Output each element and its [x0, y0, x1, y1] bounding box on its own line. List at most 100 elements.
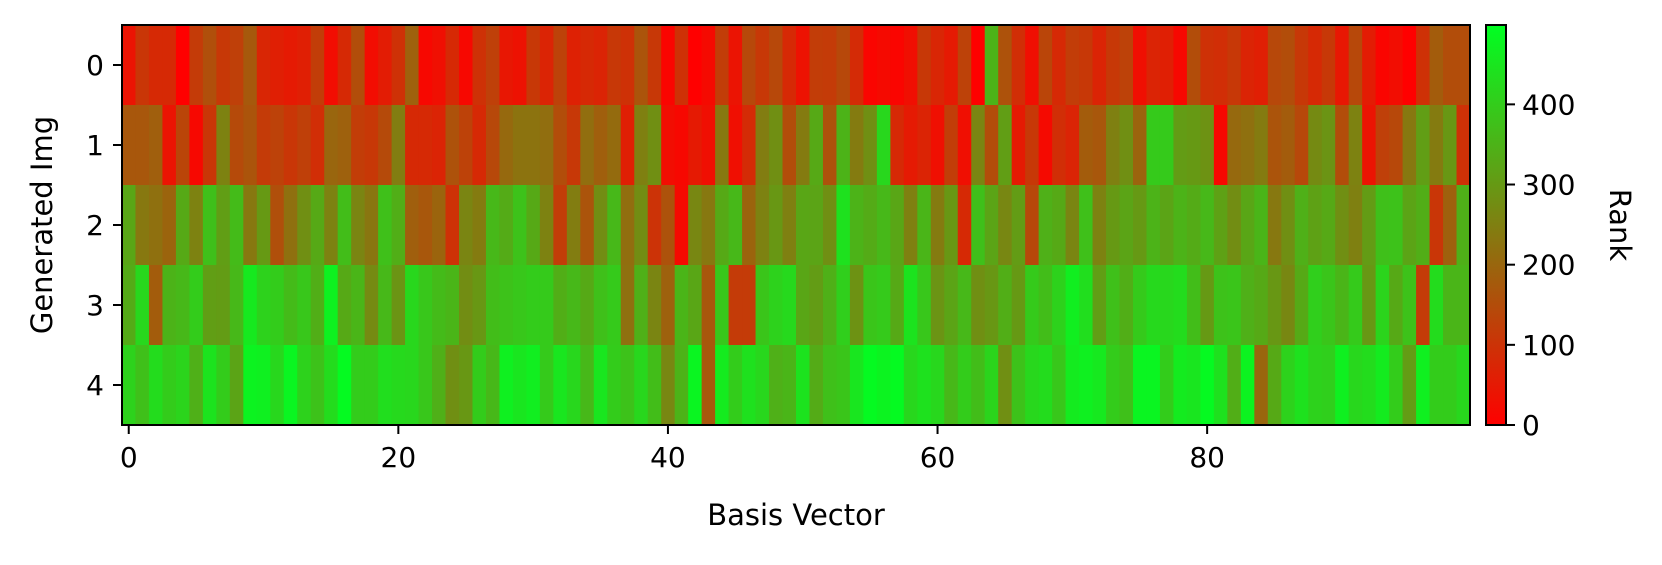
heatmap-cell	[647, 265, 662, 346]
heatmap-cell	[796, 185, 811, 266]
heatmap-cell	[984, 265, 999, 346]
heatmap-cell	[1092, 105, 1107, 186]
heatmap-cell	[566, 185, 581, 266]
heatmap-cell	[472, 25, 487, 106]
heatmap-cell	[1416, 25, 1431, 106]
heatmap-cell	[1402, 25, 1417, 106]
heatmap-cell	[1240, 185, 1255, 266]
heatmap-cell	[971, 105, 986, 186]
heatmap-cell	[1416, 185, 1431, 266]
heatmap-cell	[1335, 265, 1350, 346]
heatmap-cell	[512, 105, 527, 186]
heatmap-cell	[1186, 185, 1201, 266]
heatmap-cell	[1429, 265, 1444, 346]
heatmap-cell	[1227, 105, 1242, 186]
heatmap-cell	[405, 105, 420, 186]
heatmap-cell	[1321, 25, 1336, 106]
heatmap-cell	[755, 25, 770, 106]
heatmap-cell	[499, 265, 514, 346]
heatmap-cell	[485, 185, 501, 266]
heatmap-cell	[566, 105, 581, 186]
heatmap-cell	[1011, 105, 1026, 186]
x-tick-label: 60	[920, 441, 956, 474]
heatmap-cell	[580, 345, 595, 426]
heatmap-cell	[472, 345, 487, 426]
heatmap-cell	[405, 265, 420, 346]
colorbar-tick-label: 400	[1522, 88, 1575, 121]
y-tick-label: 2	[86, 209, 104, 242]
heatmap-cell	[148, 105, 164, 186]
heatmap-cell	[1159, 345, 1175, 426]
heatmap-cell	[984, 345, 999, 426]
heatmap-cell	[256, 185, 271, 266]
heatmap-cell	[1052, 25, 1067, 106]
heatmap-cell	[1213, 105, 1228, 186]
heatmap-cell	[998, 345, 1013, 426]
heatmap-cell	[1429, 345, 1444, 426]
heatmap-cell	[432, 25, 447, 106]
heatmap-cell	[135, 25, 150, 106]
heatmap-cell	[1079, 265, 1094, 346]
heatmap-cell	[459, 345, 474, 426]
heatmap-cell	[1186, 105, 1201, 186]
heatmap-cell	[903, 265, 918, 346]
heatmap-cell	[809, 265, 824, 346]
heatmap-cell	[796, 105, 811, 186]
heatmap-cell	[674, 25, 689, 106]
heatmap-cell	[405, 185, 420, 266]
heatmap-cell	[378, 345, 393, 426]
heatmap-cell	[1119, 265, 1134, 346]
heatmap-cell	[189, 105, 204, 186]
heatmap-cell	[364, 185, 379, 266]
heatmap-cell	[1308, 345, 1323, 426]
heatmap-cell	[1092, 345, 1107, 426]
heatmap-cell	[566, 345, 581, 426]
heatmap-cell	[391, 185, 406, 266]
heatmap-cell	[351, 25, 366, 106]
heatmap-cell	[324, 345, 339, 426]
heatmap-cell	[148, 25, 164, 106]
heatmap-cell	[634, 345, 649, 426]
heatmap-cell	[1186, 345, 1201, 426]
heatmap-cell	[1159, 185, 1175, 266]
heatmap-cell	[122, 265, 137, 346]
heatmap-cell	[1281, 265, 1296, 346]
colorbar-tick-label: 300	[1522, 169, 1575, 202]
heatmap-cell	[418, 25, 433, 106]
heatmap-cell	[796, 265, 811, 346]
heatmap-cell	[1308, 265, 1323, 346]
heatmap-cell	[1227, 265, 1242, 346]
heatmap-cell	[1186, 25, 1201, 106]
heatmap-cell	[539, 185, 554, 266]
heatmap-cell	[822, 25, 838, 106]
heatmap-cell	[1267, 25, 1282, 106]
heatmap-cell	[822, 345, 838, 426]
heatmap-cell	[957, 265, 972, 346]
heatmap-cell	[432, 265, 447, 346]
heatmap-cell	[903, 105, 918, 186]
heatmap-cell	[917, 25, 932, 106]
heatmap-cell	[822, 105, 838, 186]
heatmap-cell	[499, 185, 514, 266]
heatmap-cell	[998, 265, 1013, 346]
heatmap-cell	[890, 345, 905, 426]
heatmap-cell	[526, 185, 541, 266]
heatmap-cell	[607, 265, 622, 346]
heatmap-cell	[1227, 185, 1242, 266]
x-tick-label: 0	[120, 441, 138, 474]
heatmap-cell	[1011, 265, 1026, 346]
heatmap-cell	[1254, 265, 1269, 346]
heatmap-cell	[903, 185, 918, 266]
heatmap-cell	[876, 345, 891, 426]
heatmap-cell	[701, 25, 716, 106]
heatmap-cell	[1173, 185, 1188, 266]
heatmap-cell	[1240, 265, 1255, 346]
heatmap-cell	[647, 185, 662, 266]
heatmap-cell	[512, 185, 527, 266]
heatmap-cell	[337, 25, 352, 106]
heatmap-cell	[378, 25, 393, 106]
heatmap-cell	[526, 105, 541, 186]
heatmap-cell	[526, 265, 541, 346]
heatmap-cell	[148, 265, 164, 346]
